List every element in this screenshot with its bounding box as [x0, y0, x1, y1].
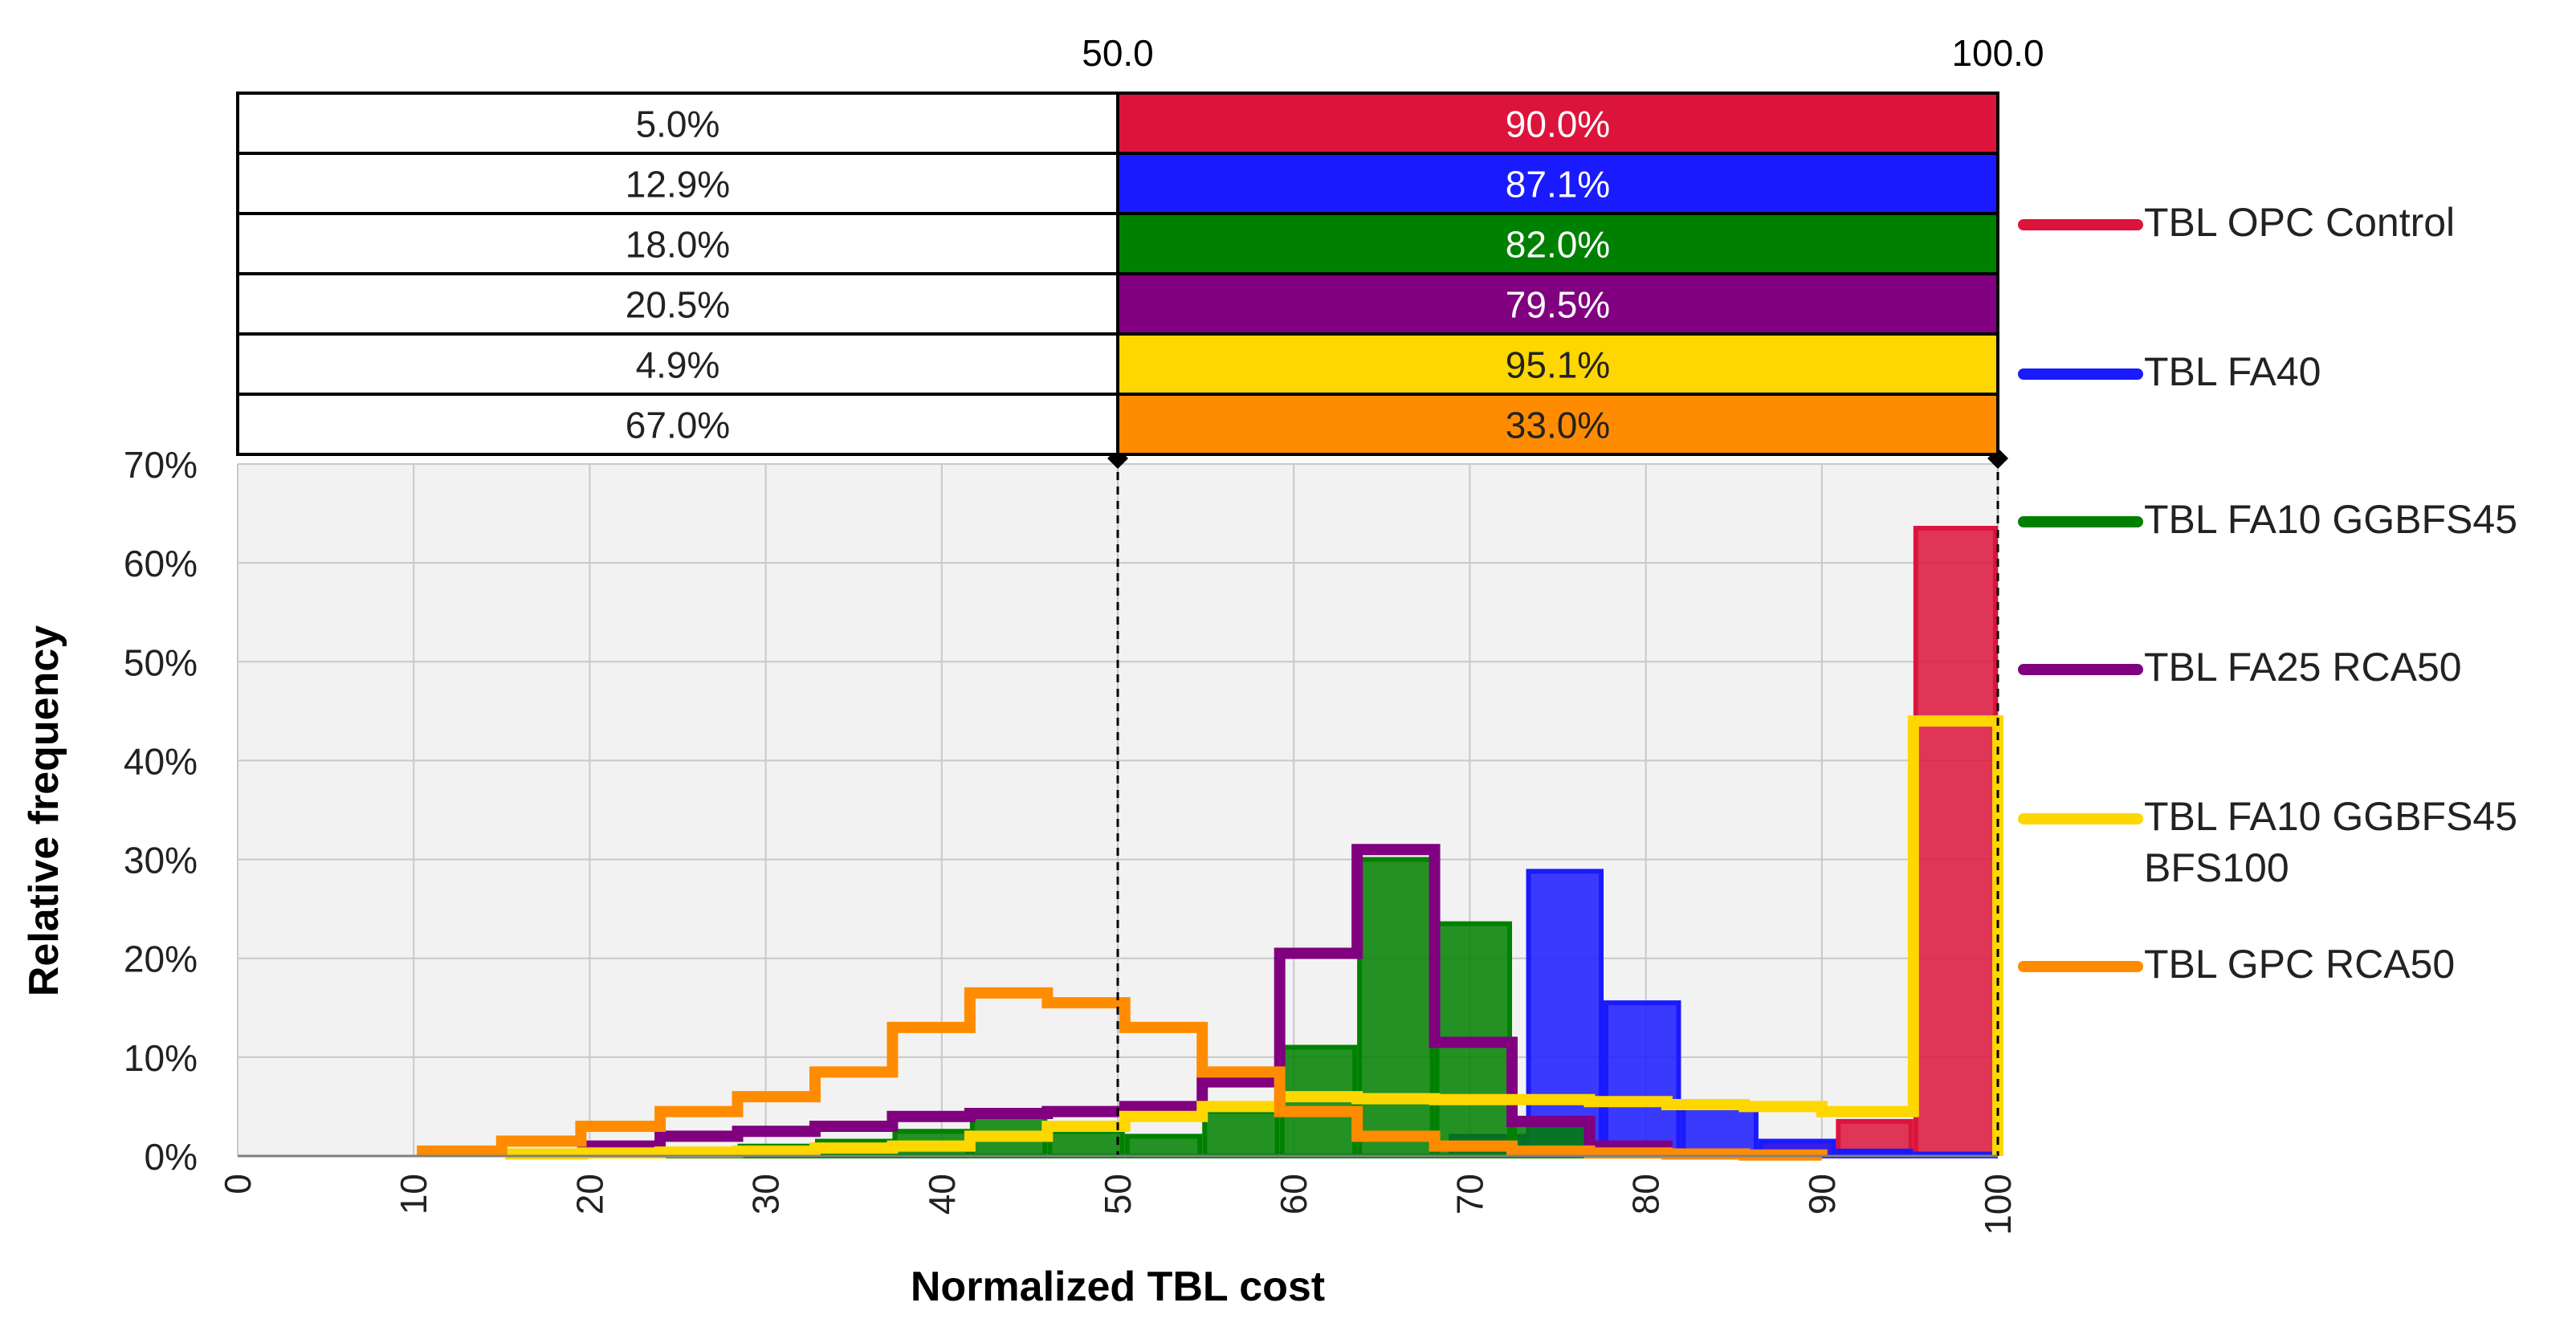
table-value-above: 79.5% [1506, 284, 1610, 326]
table-value-below: 20.5% [626, 284, 730, 326]
y-tick-labels: 0% 10% 20% 30% 40% 50% 60% 70% [124, 444, 198, 1178]
x-tick-label: 40 [921, 1174, 963, 1215]
legend-label: TBL FA25 RCA50 [2144, 645, 2462, 690]
y-tick-label: 50% [124, 641, 198, 683]
legend-item: TBL OPC Control [2018, 200, 2455, 245]
x-tick-label: 90 [1801, 1174, 1843, 1215]
legend-label: TBL FA10 GGBFS45 [2144, 794, 2517, 839]
series-layer [417, 526, 2003, 1161]
bar-tbl-fa40 [1526, 869, 1604, 1158]
table-value-above: 87.1% [1506, 164, 1610, 206]
y-tick-label: 30% [124, 840, 198, 881]
x-tick-label: 0 [217, 1174, 259, 1195]
series-tbl-fa10-ggbfs45-bfs100 [499, 715, 2003, 1160]
bar-tbl-fa10-ggbfs45 [1357, 857, 1435, 1158]
y-axis-label: Relative frequency [21, 625, 67, 996]
y-tick-label: 20% [124, 938, 198, 980]
table-row: 67.0% 33.0% [236, 393, 1999, 456]
table-row: 12.9% 87.1% [236, 152, 1999, 215]
step-line-tbl-fa10-ggbfs45-bfs100 [499, 715, 2003, 1160]
summary-table: 50.0 100.0 5.0% 90.0% 12.9% 87.1% 18.0% 82.0% 20… [236, 32, 2044, 456]
x-tick-label: 20 [569, 1174, 610, 1215]
series-tbl-fa25-rca50 [577, 844, 1673, 1156]
legend-item: TBL FA25 RCA50 [2018, 645, 2462, 690]
bar-tbl-fa10-ggbfs45 [1047, 1129, 1125, 1158]
table-cell-below [236, 92, 1119, 155]
table-value-above: 95.1% [1506, 344, 1610, 386]
table-row: 4.9% 95.1% [236, 332, 1999, 396]
table-cell-below [236, 152, 1119, 215]
table-header-left: 50.0 [1082, 32, 1154, 74]
bar-tbl-fa40 [1603, 1000, 1681, 1158]
x-tick-label: 100 [1977, 1174, 2019, 1235]
legend-label: TBL OPC Control [2144, 200, 2455, 245]
table-value-below: 5.0% [636, 104, 720, 145]
x-tick-label: 50 [1097, 1174, 1139, 1215]
legend-item: TBL FA10 GGBFS45 BFS100 [2018, 794, 2517, 890]
table-cell-above [1116, 92, 1999, 155]
step-line-tbl-gpc-rca50 [417, 987, 1828, 1161]
x-tick-label: 60 [1273, 1174, 1314, 1215]
table-value-below: 67.0% [626, 405, 730, 446]
legend-label: BFS100 [2144, 845, 2289, 890]
table-value-below: 4.9% [636, 344, 720, 386]
table-cell-below [236, 212, 1119, 275]
table-value-above: 82.0% [1506, 224, 1610, 266]
x-tick-label: 10 [393, 1174, 434, 1215]
table-cell-below [236, 393, 1119, 456]
table-value-above: 33.0% [1506, 405, 1610, 446]
table-value-below: 12.9% [626, 164, 730, 206]
bar-tbl-fa10-ggbfs45 [1202, 1109, 1280, 1158]
step-line-tbl-fa25-rca50 [577, 844, 1673, 1156]
legend-item: TBL FA40 [2018, 349, 2321, 394]
table-row: 20.5% 79.5% [236, 272, 1999, 336]
x-tick-labels: 0 10 20 30 40 50 60 70 80 90 100 [217, 1174, 2019, 1235]
table-header-right: 100.0 [1951, 32, 2044, 74]
table-cell-above [1116, 152, 1999, 215]
legend-label: TBL GPC RCA50 [2144, 942, 2455, 987]
table-cell-above [1116, 212, 1999, 275]
table-row: 5.0% 90.0% [236, 92, 1999, 155]
y-tick-label: 10% [124, 1037, 198, 1079]
y-tick-label: 70% [124, 444, 198, 486]
legend-label: TBL FA10 GGBFS45 [2144, 497, 2517, 542]
y-tick-label: 40% [124, 740, 198, 782]
series-tbl-gpc-rca50 [417, 987, 1828, 1161]
table-cell-above [1116, 393, 1999, 456]
bar-tbl-fa40 [1681, 1101, 1759, 1158]
x-tick-label: 30 [745, 1174, 787, 1215]
table-value-above: 90.0% [1506, 104, 1610, 145]
bar-tbl-fa10-ggbfs45 [1124, 1134, 1203, 1159]
x-tick-label: 70 [1449, 1174, 1490, 1215]
table-row: 18.0% 82.0% [236, 212, 1999, 275]
x-axis-label: Normalized TBL cost [911, 1264, 1325, 1310]
y-tick-label: 60% [124, 543, 198, 584]
legend-label: TBL FA40 [2144, 349, 2321, 394]
legend-item: TBL GPC RCA50 [2018, 942, 2455, 987]
x-tick-label: 80 [1625, 1174, 1667, 1215]
y-tick-label: 0% [145, 1136, 198, 1178]
bar-tbl-opc-control [1913, 526, 1998, 1158]
legend-item: TBL FA10 GGBFS45 [2018, 497, 2517, 542]
table-value-below: 18.0% [626, 224, 730, 266]
table-cell-below [236, 332, 1119, 396]
